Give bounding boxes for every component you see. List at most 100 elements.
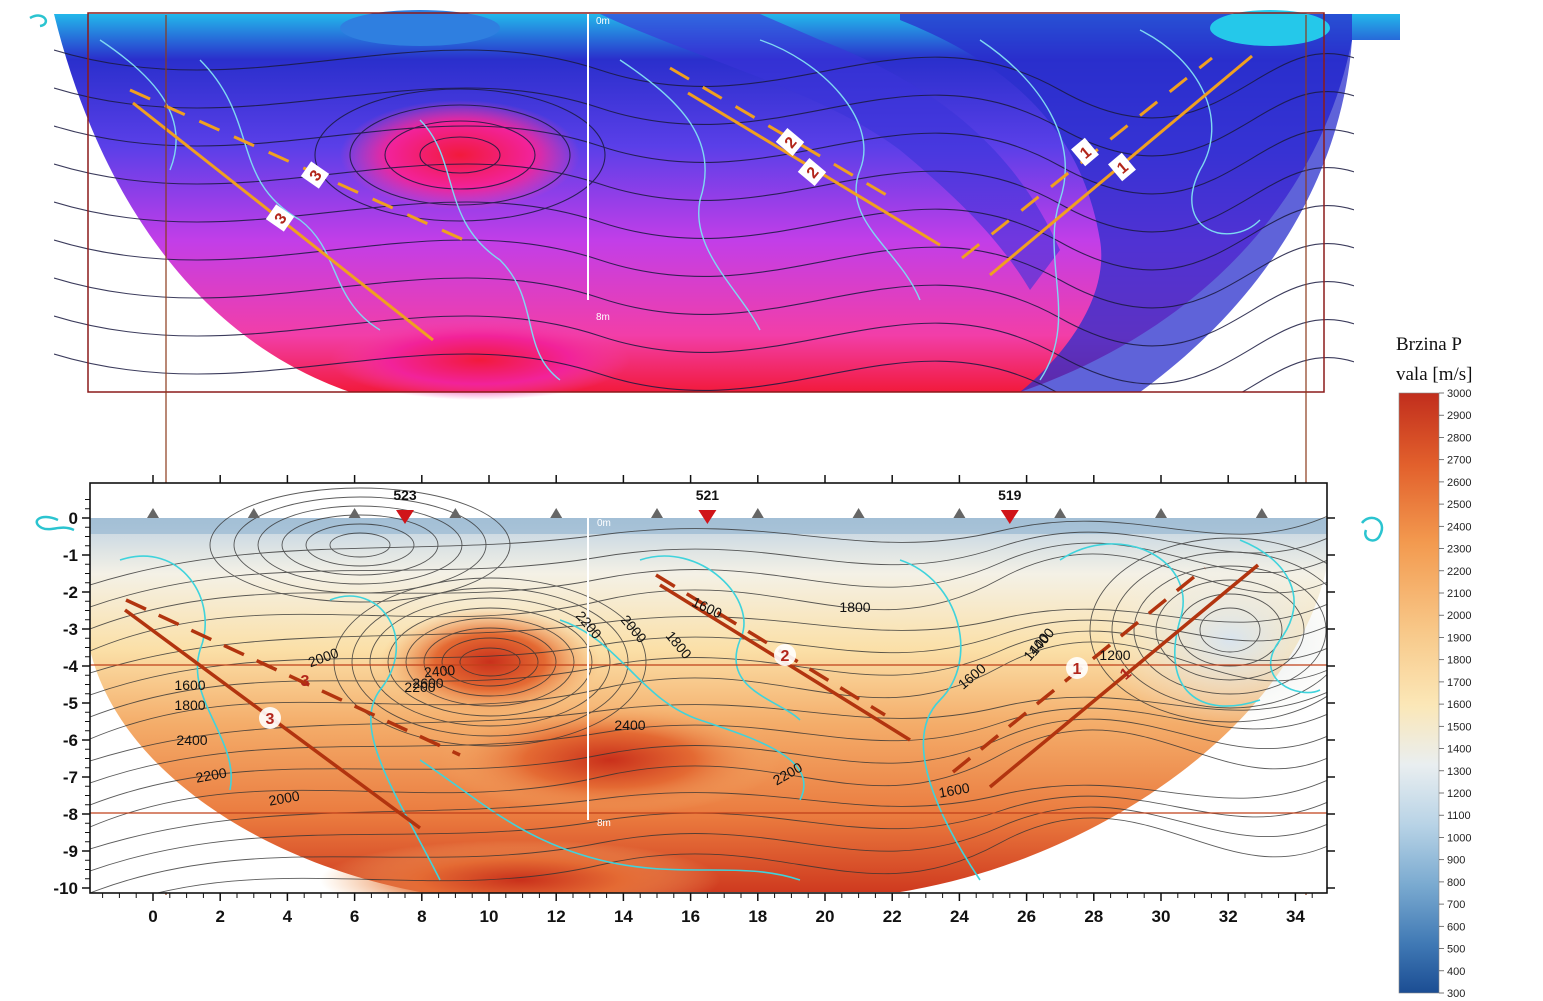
cyan-overlay-line [419, 759, 801, 881]
upper-depth-label-8: 8m [596, 312, 610, 323]
receiver-marker [449, 508, 462, 518]
colorbar-tick-label: 2700 [1447, 455, 1471, 467]
colorbar-tick-label: 1200 [1447, 788, 1471, 800]
velocity-isoline-closed [459, 647, 521, 677]
colorbar-tick-label: 1700 [1447, 677, 1471, 689]
contour-value-label: 2200 [194, 764, 228, 785]
x-tick-label: 30 [1152, 907, 1171, 926]
receiver-marker [852, 508, 865, 518]
x-tick-label: 26 [1017, 907, 1036, 926]
receiver-marker [550, 508, 563, 518]
velocity-isoline [155, 817, 1327, 893]
colorbar-tick-label: 2500 [1447, 499, 1471, 511]
contour-value-label: 1800 [839, 599, 870, 615]
upper-fault-3-dashed [129, 88, 476, 247]
velocity-isoline-closed [369, 597, 611, 727]
shot-point-label: 519 [998, 487, 1022, 503]
x-tick-label: 14 [614, 907, 633, 926]
shot-point-marker [396, 510, 414, 524]
x-tick-label: 34 [1286, 907, 1305, 926]
cyan-overlay-line [1059, 543, 1261, 707]
receiver-marker [1155, 508, 1167, 518]
contour-value-label: 1800 [174, 697, 205, 713]
velocity-isoline [90, 729, 1327, 828]
velocity-isoline-closed [441, 637, 539, 687]
velocity-isoline [90, 691, 1327, 762]
upper-fault-tag: 3 [265, 204, 295, 232]
velocity-isoline-closed [387, 607, 593, 717]
upper-isoline-closed [349, 104, 571, 206]
shot-point-label: 523 [393, 487, 417, 503]
receiver-marker [147, 508, 159, 518]
lower-hot-zone-3 [320, 840, 720, 893]
x-axis: 0 2 4 6 8 10 12 14 16 18 20 22 24 26 28 30 32 34 [102, 475, 1313, 926]
colorbar-ticks: 3000 2900 2800 2700 2600 2500 2400 2300 2200 2100… [1439, 388, 1471, 1000]
lower-depth-label-8: 8m [597, 818, 611, 829]
upper-cold-band [900, 14, 1352, 392]
upper-fault-tags: 1 1 2 2 3 3 [265, 128, 1136, 232]
colorbar-tick-label: 1800 [1447, 655, 1471, 667]
x-tick-label: 32 [1219, 907, 1238, 926]
lower-fault-tags: 1 1 2 3 3 [259, 644, 1135, 729]
shot-point-label: 521 [696, 487, 720, 503]
velocity-isoline [90, 515, 1327, 586]
velocity-isoline [90, 603, 1327, 674]
lower-fault-tag: 1 [1066, 657, 1088, 679]
velocity-isoline-closed [1199, 607, 1261, 653]
upper-cyan-line [619, 59, 761, 331]
lower-panel: 0m 8m 1600180020002200240026002400220020… [29, 14, 1384, 926]
upper-isoline [54, 239, 1354, 309]
y-tick-label: -5 [63, 694, 78, 713]
contour-value-label: 2400 [423, 662, 456, 681]
velocity-isoline [90, 718, 1327, 806]
velocity-isoline-closed [1111, 551, 1327, 709]
upper-fault-tag: 1 [1071, 137, 1099, 167]
receiver-marker [651, 508, 663, 518]
y-tick-label: -4 [63, 657, 79, 676]
lower-hot-zone-2 [440, 705, 780, 815]
colorbar-tick-label: 2800 [1447, 432, 1471, 444]
upper-cyan-line [419, 119, 561, 381]
upper-isoline [54, 315, 1354, 385]
x-tick-label: 0 [148, 907, 157, 926]
colorbar-title-line2: vala [m/s] [1396, 364, 1473, 385]
x-tick-label: 12 [547, 907, 566, 926]
receiver-marker [1255, 508, 1268, 518]
upper-isoline [54, 277, 1354, 347]
cyan-overlay-line [899, 559, 981, 881]
upper-cyan-spot-2 [340, 10, 500, 46]
velocity-isoline-closed [1133, 565, 1327, 695]
colorbar-tick-label: 1000 [1447, 832, 1471, 844]
velocity-isoline-closed [423, 627, 557, 697]
lower-cool-zone [1100, 550, 1327, 730]
left-edge-mark [35, 515, 75, 532]
velocity-isoline-closed [405, 617, 575, 707]
x-tick-label: 22 [883, 907, 902, 926]
velocity-isoline-closed [233, 496, 487, 594]
colorbar-tick-label: 2900 [1447, 410, 1471, 422]
lower-fault-tag: 2 [774, 644, 796, 666]
upper-fault-tag: 1 [1108, 152, 1136, 182]
velocity-isoline-closed [333, 577, 647, 747]
colorbar-tick-label: 2400 [1447, 521, 1471, 533]
contour-value-label: 2400 [176, 732, 207, 748]
upper-depth-label-0: 0m [596, 16, 610, 27]
upper-cyan-line [979, 39, 1066, 381]
upper-cyan-line [99, 39, 177, 171]
side-marks [29, 14, 1384, 542]
upper-frame [87, 12, 1325, 393]
receiver-marker [953, 508, 966, 518]
colorbar-tick-label: 2100 [1447, 588, 1471, 600]
velocity-isoline-closed [1155, 579, 1305, 681]
upper-fault-tag: 2 [797, 158, 827, 186]
velocity-isoline-closed [257, 505, 463, 585]
cyan-overlay-line [119, 555, 232, 791]
colorbar-tick-label: 1100 [1447, 810, 1471, 822]
colorbar-tick-label: 300 [1447, 988, 1465, 1000]
velocity-isoline [90, 795, 1327, 872]
colorbar-tick-label: 1500 [1447, 721, 1471, 733]
contour-value-label: 1600 [937, 779, 971, 800]
lower-hot-zone [380, 607, 600, 717]
shot-point-marker [1000, 510, 1019, 524]
upper-isoline-closed [419, 136, 501, 174]
